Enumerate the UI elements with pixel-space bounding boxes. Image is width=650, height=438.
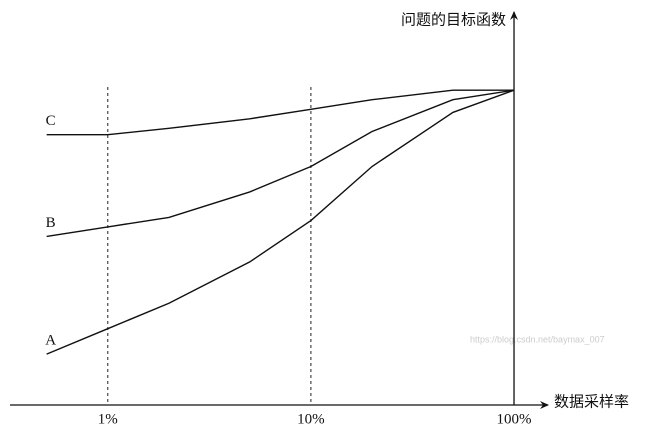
x-axis-label: 数据采样率 [554,393,629,411]
line [46,89,515,238]
y-axis-label: 问题的目标函数 [401,11,506,29]
series-label: B [46,215,56,231]
line [46,89,515,136]
watermark: https://blog.csdn.net/baymax_007 [470,334,605,344]
line [46,89,515,355]
x-tick-label: 1% [98,411,118,427]
x-tick-label: 100% [497,411,532,427]
x-tick-label: 10% [297,411,325,427]
series-label: C [46,113,56,129]
series-label: A [45,333,56,349]
